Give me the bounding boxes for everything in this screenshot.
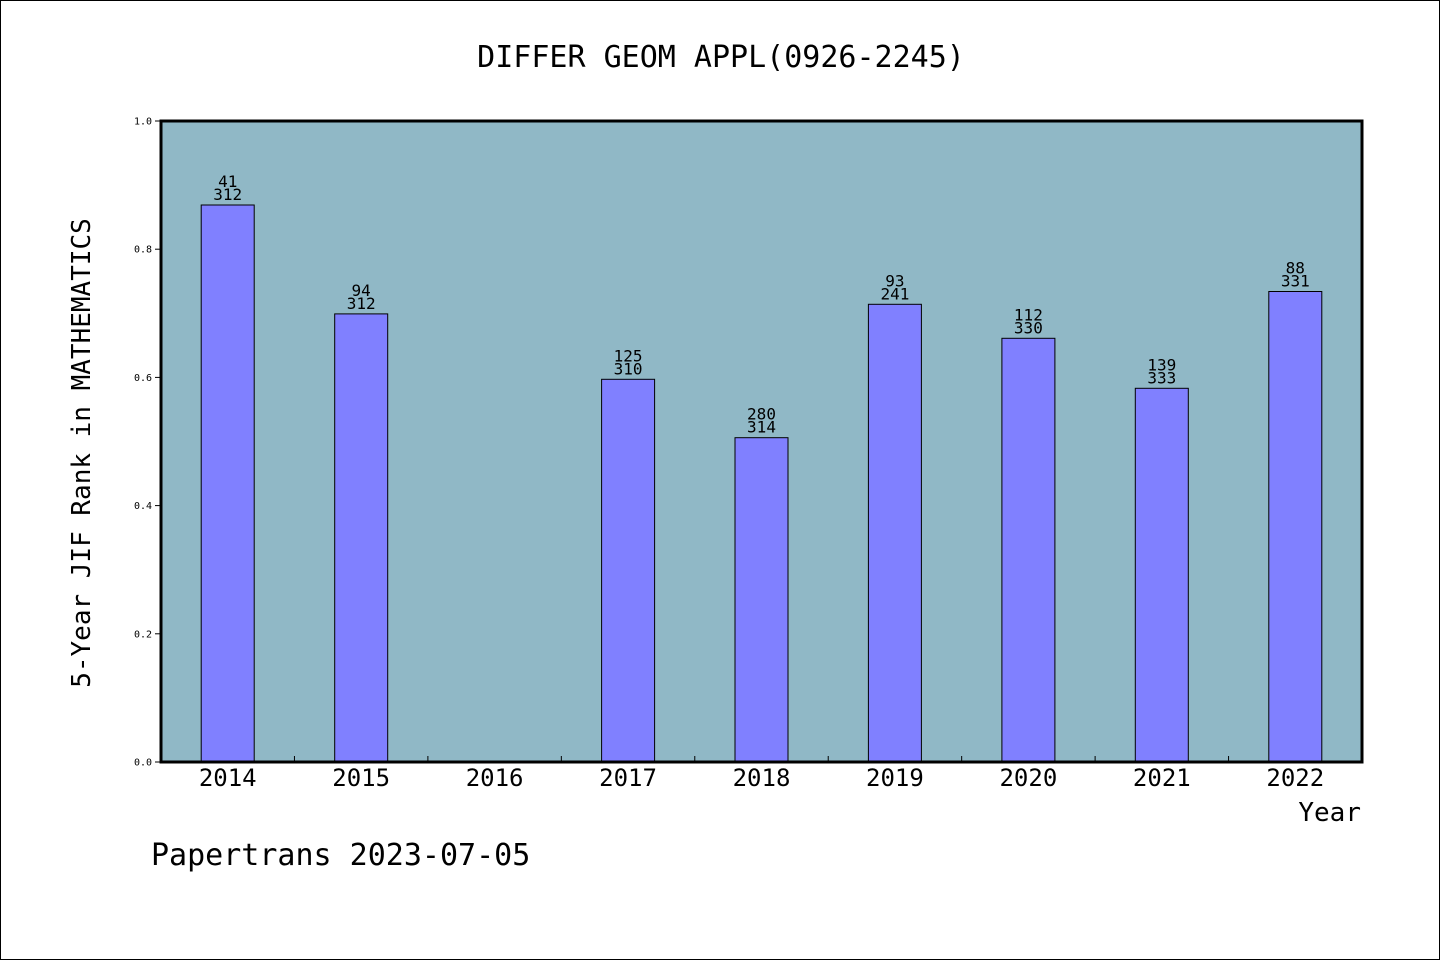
x-tick-label-2015: 2015 xyxy=(332,764,390,792)
y-tick-label: 0.8 xyxy=(134,245,152,256)
x-axis: 2014 2015 2016 2017 2018 2019 2020 2021 2022 xyxy=(199,756,1324,792)
y-tick-label: 0.6 xyxy=(134,373,152,384)
x-tick-label-2014: 2014 xyxy=(199,764,257,792)
bar-label-total-2014: 312 xyxy=(213,185,242,204)
x-axis-title: Year xyxy=(1298,798,1361,828)
plot-border xyxy=(159,119,1364,764)
bar-label-rank-2022: 88 xyxy=(1286,259,1305,278)
x-tick-label-2020: 2020 xyxy=(999,764,1057,792)
x-tick-label-2016: 2016 xyxy=(466,764,524,792)
bar-label-rank-2014: 41 xyxy=(218,172,237,191)
y-tick-label: 0.2 xyxy=(134,629,152,640)
bar-label-total-2021: 333 xyxy=(1147,368,1176,387)
bar-label-total-2022: 331 xyxy=(1281,272,1310,291)
bar-2019 xyxy=(867,303,922,763)
footer-text: Papertrans 2023-07-05 xyxy=(151,838,530,873)
bar-2022 xyxy=(1268,291,1323,763)
bar-2015 xyxy=(334,313,389,763)
bar-label-total-2019: 241 xyxy=(880,284,909,303)
bar-label-total-2017: 310 xyxy=(614,359,643,378)
y-tick-label: 0.0 xyxy=(134,758,152,769)
x-tick-label-2022: 2022 xyxy=(1266,764,1324,792)
y-axis: 0.0 0.2 0.4 0.6 0.8 1.0 xyxy=(134,117,161,769)
bar-2017 xyxy=(601,378,656,763)
bar-label-rank-2017: 125 xyxy=(614,346,643,365)
y-axis-title: 5-Year JIF Rank in MATHEMATICS xyxy=(67,218,97,688)
bar-2014 xyxy=(200,204,255,763)
bars-group: 4131294312125310280314932411123301393338… xyxy=(200,172,1323,763)
x-tick-label-2021: 2021 xyxy=(1133,764,1191,792)
y-tick-label: 0.4 xyxy=(134,501,152,512)
bar-2021 xyxy=(1134,387,1189,763)
bar-label-rank-2020: 112 xyxy=(1014,305,1043,324)
bar-label-rank-2015: 94 xyxy=(352,281,371,300)
chart-title: DIFFER GEOM APPL(0926-2245) xyxy=(477,40,965,75)
x-tick-label-2019: 2019 xyxy=(866,764,924,792)
x-tick-label-2017: 2017 xyxy=(599,764,657,792)
bar-label-total-2020: 330 xyxy=(1014,318,1043,337)
bar-label-rank-2019: 93 xyxy=(885,271,904,290)
bar-label-rank-2018: 280 xyxy=(747,405,776,424)
bar-label-rank-2021: 139 xyxy=(1147,355,1176,374)
x-tick-label-2018: 2018 xyxy=(733,764,791,792)
bar-2018 xyxy=(734,437,789,763)
bar-label-total-2018: 314 xyxy=(747,418,776,437)
y-tick-label: 1.0 xyxy=(134,117,152,128)
bar-2020 xyxy=(1001,337,1056,763)
bar-label-total-2015: 312 xyxy=(347,294,376,313)
